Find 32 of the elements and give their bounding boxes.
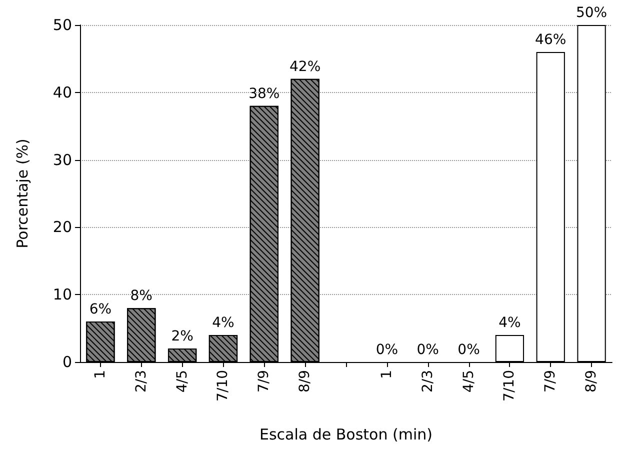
y-tick-label: 30 <box>52 150 72 169</box>
y-tick-label: 10 <box>52 286 72 304</box>
data-label: 6% <box>89 302 112 318</box>
data-label: 38% <box>248 86 280 102</box>
y-tick-label: 40 <box>52 83 72 102</box>
x-tick-label: 2/3 <box>133 370 150 393</box>
x-tick-label: 4/5 <box>174 370 190 393</box>
data-label: 46% <box>535 32 566 48</box>
x-tick-label: 1 <box>92 370 108 379</box>
x-tick-label: 1 <box>378 370 395 379</box>
data-label: 42% <box>290 58 321 75</box>
data-label: 0% <box>458 342 480 358</box>
data-label: 4% <box>498 315 521 332</box>
data-label: 0% <box>376 342 398 358</box>
data-label: 2% <box>171 328 194 345</box>
x-tick-label: 7/9 <box>542 370 559 393</box>
data-label: 50% <box>576 5 608 21</box>
x-tick-label: 7/9 <box>256 370 272 393</box>
data-label: 8% <box>130 288 152 304</box>
x-tick-label: 4/5 <box>460 370 477 393</box>
x-tick-label: 2/3 <box>420 370 436 393</box>
y-tick-label: 20 <box>52 218 72 236</box>
data-label: 4% <box>212 315 234 332</box>
x-tick-label: 7/10 <box>502 370 518 402</box>
data-label: 0% <box>416 342 439 358</box>
x-tick-label: 8/9 <box>297 370 314 393</box>
y-axis-title: Porcentaje (%) <box>14 138 32 248</box>
x-tick-label: 7/10 <box>215 370 232 402</box>
x-axis-title: Escala de Boston (min) <box>260 426 432 444</box>
y-tick-label: 50 <box>52 16 72 34</box>
y-tick-label: 0 <box>62 353 72 371</box>
x-tick-label: 8/9 <box>584 370 600 393</box>
